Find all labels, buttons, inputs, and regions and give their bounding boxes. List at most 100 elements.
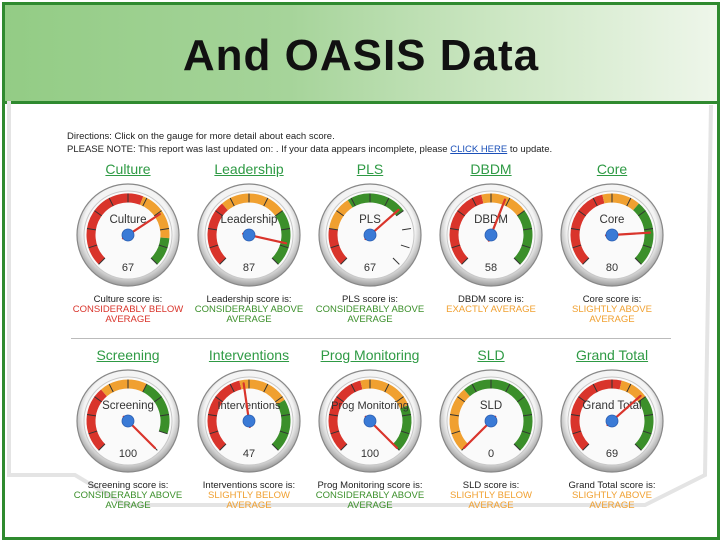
gauge-tick — [215, 210, 224, 217]
gauge-face-label: PLS — [359, 214, 381, 226]
gauge-tick — [471, 197, 477, 207]
gauge-tick — [451, 430, 461, 435]
gauge-tick — [634, 443, 642, 451]
gauge-value: 80 — [606, 262, 618, 274]
gauge-tick — [400, 244, 410, 249]
gauge-title-link[interactable]: Prog Monitoring — [320, 347, 420, 363]
gauge-value: 87 — [243, 262, 255, 274]
gauge-tick — [570, 228, 580, 231]
score-label: SLD score is: — [462, 480, 520, 491]
rating-text: CONSIDERABLY ABOVE — [73, 490, 183, 501]
gauge-band-orange — [329, 199, 353, 231]
gauge-tick — [471, 383, 477, 393]
gauge-card-core: Core Core 80 Core score is: SLIGHTLY ABOVE AV… — [552, 160, 672, 325]
gauge-title-link[interactable]: PLS — [356, 161, 384, 177]
gauge-tick — [626, 197, 632, 207]
gauge-dial[interactable]: Leadership 87 — [194, 180, 304, 290]
rating-text: SLIGHTLY ABOVE — [572, 490, 652, 501]
gauge-value: 0 — [488, 448, 494, 460]
gauge-tick — [582, 443, 590, 451]
rating-text: EXACTLY AVERAGE — [446, 304, 536, 315]
score-label: Prog Monitoring score is: — [317, 480, 423, 491]
gauge-tick — [392, 257, 400, 265]
gauge-band-green — [271, 399, 291, 451]
gauge-tick — [209, 244, 219, 249]
directions: Directions: Click on the gauge for more … — [67, 130, 552, 156]
score-label: Leadership score is: — [206, 294, 292, 305]
gauge-tick — [513, 257, 521, 265]
rating-text: SLIGHTLY BELOW — [207, 490, 290, 501]
gauge-tick — [449, 414, 459, 417]
gauge-tick — [281, 414, 291, 417]
gauge-tick — [271, 443, 279, 451]
gauge-tick — [400, 430, 410, 435]
gauge-tick — [384, 197, 390, 207]
rating-text: CONSIDERABLY BELOW — [72, 304, 184, 315]
gauge-dial[interactable]: Culture 67 — [73, 180, 183, 290]
gauge-title-link[interactable]: Culture — [105, 161, 151, 177]
score-label: Screening score is: — [87, 480, 169, 491]
gauge-band-red — [570, 194, 605, 265]
rating-text: SLIGHTLY BELOW — [449, 490, 532, 501]
update-note: PLEASE NOTE: This report was last update… — [67, 143, 552, 156]
gauge-tick — [98, 443, 106, 451]
gauge-dial[interactable]: DBDM 58 — [436, 180, 546, 290]
rating-text-line2: AVERAGE — [468, 500, 514, 511]
gauge-face-label: Leadership — [221, 214, 278, 226]
gauge-dial[interactable]: Prog Monitoring 100 — [315, 366, 425, 476]
gauge-title-link[interactable]: Grand Total — [575, 347, 649, 363]
gauge-title-link[interactable]: Core — [596, 161, 628, 177]
gauge-band-orange — [101, 379, 147, 397]
gauge-band-green — [142, 384, 170, 434]
gauge-card-culture: Culture Culture 67 Culture score is: CONSIDE… — [68, 160, 188, 325]
gauge-tick — [336, 396, 345, 403]
gauge-tick — [153, 396, 162, 403]
gauge-title-link[interactable]: DBDM — [470, 161, 512, 177]
gauge-tick — [142, 383, 148, 393]
background-map-outline — [7, 101, 713, 507]
gauge-tick — [94, 396, 103, 403]
gauge-tick — [207, 228, 217, 231]
rating-text: CONSIDERABLY ABOVE — [194, 304, 304, 315]
gauge-hub — [363, 228, 377, 242]
gauge-band-red — [328, 380, 363, 451]
gauge-tick — [98, 257, 106, 265]
gauge-hub — [605, 414, 619, 428]
gauge-tick — [274, 210, 283, 217]
gauge-tick — [457, 396, 466, 403]
gauge-value: 100 — [119, 448, 137, 460]
gauge-hub — [484, 228, 498, 242]
gauge-tick — [330, 244, 340, 249]
gauge-face-label: Prog Monitoring — [331, 400, 409, 412]
gauge-title-link[interactable]: SLD — [477, 347, 505, 363]
gauge-title-link[interactable]: Leadership — [214, 161, 284, 177]
gauge-tick — [279, 430, 289, 435]
gauge-dial[interactable]: PLS 67 — [315, 180, 425, 290]
update-note-prefix: PLEASE NOTE: This report was last update… — [67, 144, 451, 155]
gauge-dial[interactable]: Screening 100 — [73, 366, 183, 476]
gauge-tick — [158, 244, 168, 249]
gauge-tick — [642, 244, 652, 249]
gauge-band-orange — [222, 193, 283, 217]
score-label: Culture score is: — [93, 294, 163, 305]
gauge-title-link[interactable]: Screening — [96, 347, 160, 363]
gauge-hub — [121, 414, 135, 428]
gauge-tick — [578, 396, 587, 403]
gauge-tick — [263, 383, 269, 393]
gauge-tick — [521, 244, 531, 249]
gauge-value: 47 — [243, 448, 255, 460]
gauge-dial[interactable]: Core 80 — [557, 180, 667, 290]
gauge-tick — [153, 210, 162, 217]
gauge-dial[interactable]: SLD 0 — [436, 366, 546, 476]
gauge-dial[interactable]: Interventions 47 — [194, 366, 304, 476]
click-here-link[interactable]: CLICK HERE — [450, 144, 508, 155]
rating-text: CONSIDERABLY ABOVE — [315, 304, 425, 315]
gauge-tick — [523, 414, 533, 417]
gauge-tick — [402, 414, 412, 417]
gauge-title-link[interactable]: Interventions — [208, 347, 290, 363]
gauge-tick — [150, 257, 158, 265]
gauge-band-green — [347, 193, 404, 217]
gauge-band-red — [86, 389, 108, 451]
gauge-tick — [340, 443, 348, 451]
